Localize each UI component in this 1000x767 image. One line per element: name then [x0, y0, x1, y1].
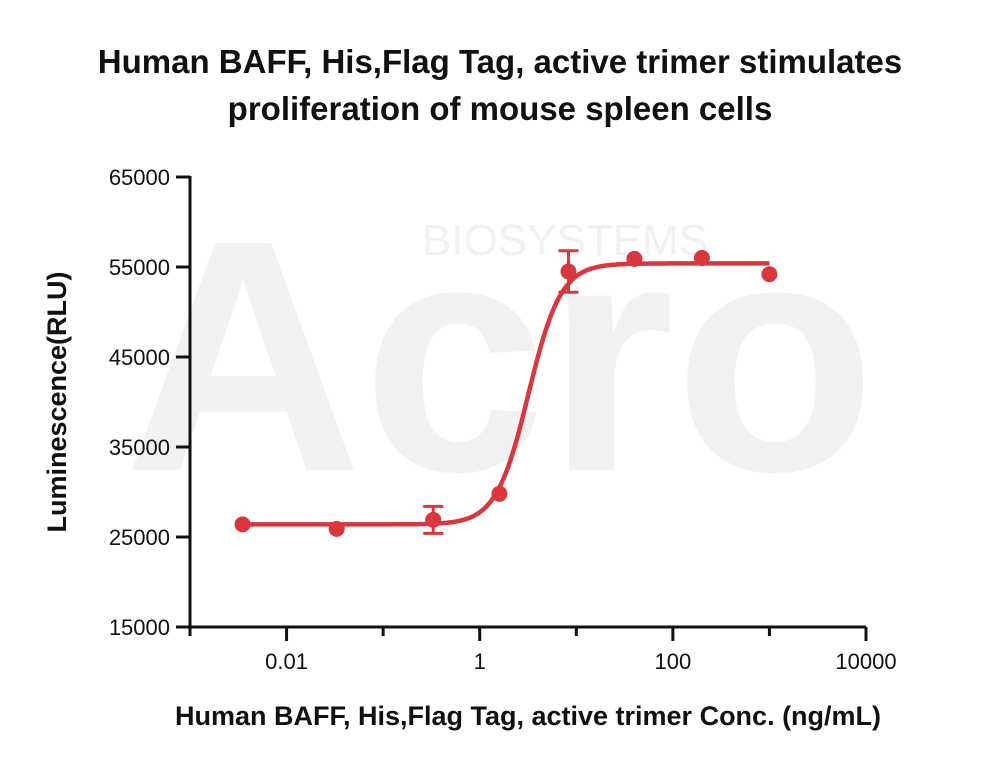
data-point	[425, 511, 442, 528]
x-tick-label: 1	[474, 649, 486, 674]
chart-title-line-1: Human BAFF, His,Flag Tag, active trimer …	[97, 43, 903, 80]
watermark-letters: Acro	[124, 171, 876, 540]
data-point	[693, 250, 710, 266]
watermark-logo: Acro BIOSYSTEMS	[124, 171, 876, 540]
y-tick-label: 65000	[109, 165, 170, 190]
y-tick-label: 35000	[109, 435, 170, 460]
data-point	[491, 485, 508, 502]
watermark-subtitle: BIOSYSTEMS	[422, 216, 708, 265]
axes: 15000 25000 35000 45000 55000 65000 0.01 1 100 10…	[109, 165, 897, 674]
y-tick-label: 55000	[109, 255, 170, 280]
chart-title-line-2: proliferation of mouse spleen cells	[227, 90, 773, 127]
data-points-layer	[234, 249, 778, 537]
data-point	[761, 266, 778, 283]
y-tick-label: 25000	[109, 525, 170, 550]
y-tick-label: 15000	[109, 615, 170, 640]
data-point	[328, 520, 345, 537]
y-axis-title: Luminescence(RLU)	[42, 271, 72, 532]
x-tick-label: 0.01	[265, 649, 308, 674]
chart-title: Human BAFF, His,Flag Tag, active trimer …	[0, 38, 1000, 132]
x-tick-label: 10000	[835, 649, 896, 674]
x-tick-label: 100	[654, 649, 691, 674]
data-point	[234, 516, 251, 533]
data-point	[560, 263, 577, 280]
y-tick-label: 45000	[109, 345, 170, 370]
data-point	[626, 250, 643, 267]
x-axis-title: Human BAFF, His,Flag Tag, active trimer …	[175, 701, 881, 731]
